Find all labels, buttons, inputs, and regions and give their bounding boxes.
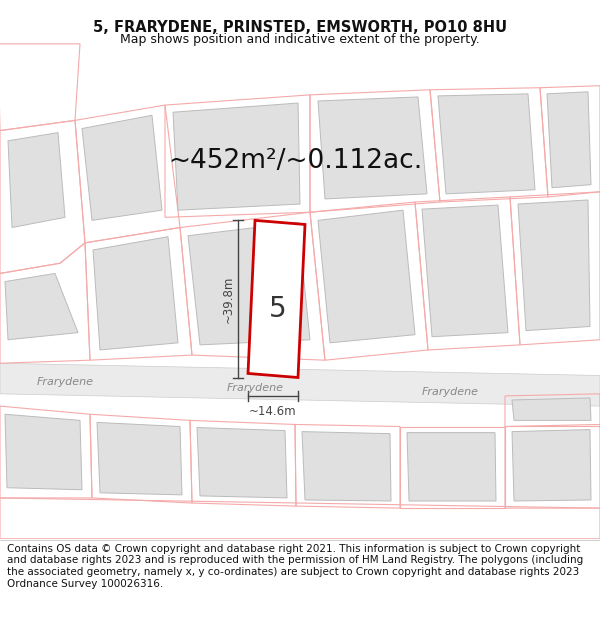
Text: 5: 5 xyxy=(269,295,287,323)
Text: Contains OS data © Crown copyright and database right 2021. This information is : Contains OS data © Crown copyright and d… xyxy=(7,544,583,589)
Polygon shape xyxy=(422,205,508,337)
Polygon shape xyxy=(512,398,591,421)
Polygon shape xyxy=(93,237,178,350)
Text: 5, FRARYDENE, PRINSTED, EMSWORTH, PO10 8HU: 5, FRARYDENE, PRINSTED, EMSWORTH, PO10 8… xyxy=(93,20,507,35)
Polygon shape xyxy=(407,432,496,501)
Polygon shape xyxy=(0,363,600,406)
Polygon shape xyxy=(518,200,590,331)
Polygon shape xyxy=(173,103,300,210)
Text: Map shows position and indicative extent of the property.: Map shows position and indicative extent… xyxy=(120,33,480,46)
Polygon shape xyxy=(438,94,535,194)
Polygon shape xyxy=(248,221,305,378)
Text: Frarydene: Frarydene xyxy=(227,382,284,392)
Polygon shape xyxy=(318,97,427,199)
Polygon shape xyxy=(188,222,310,345)
Polygon shape xyxy=(5,274,78,340)
Text: Frarydene: Frarydene xyxy=(37,377,94,387)
Polygon shape xyxy=(82,115,162,221)
Polygon shape xyxy=(197,428,287,498)
Polygon shape xyxy=(318,210,415,343)
Polygon shape xyxy=(97,422,182,495)
Text: ~14.6m: ~14.6m xyxy=(249,405,297,418)
Text: ~39.8m: ~39.8m xyxy=(221,275,235,322)
Polygon shape xyxy=(302,432,391,501)
Polygon shape xyxy=(512,429,591,501)
Polygon shape xyxy=(5,414,82,490)
Text: ~452m²/~0.112ac.: ~452m²/~0.112ac. xyxy=(168,148,422,174)
Polygon shape xyxy=(547,92,591,188)
Polygon shape xyxy=(8,132,65,228)
Text: Frarydene: Frarydene xyxy=(421,387,479,397)
